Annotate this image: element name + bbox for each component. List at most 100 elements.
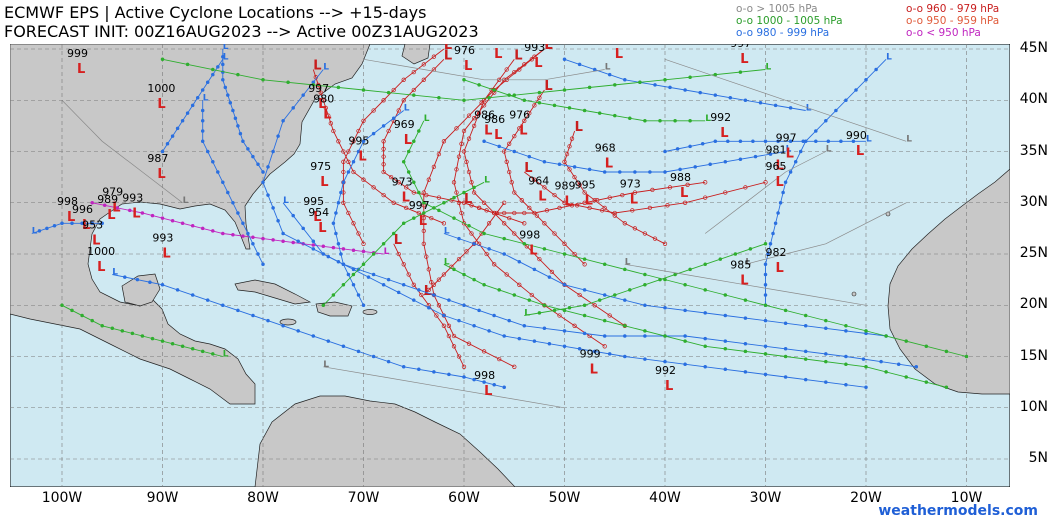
- latitude-label: 45N: [1019, 40, 1048, 56]
- low-center-marker: L: [484, 175, 490, 185]
- pressure-label: 954: [308, 206, 329, 219]
- track-point: [175, 126, 180, 131]
- track-point: [582, 288, 587, 292]
- track-point: [668, 85, 672, 90]
- track-point: [180, 344, 185, 349]
- track-point: [658, 119, 662, 123]
- low-center-marker: L: [444, 48, 452, 63]
- track-point: [200, 88, 205, 92]
- track-point: [703, 262, 707, 267]
- track-point: [763, 303, 768, 308]
- track-point: [175, 288, 180, 292]
- longitude-label: 80W: [247, 490, 279, 506]
- track-point: [221, 231, 225, 236]
- track-point: [459, 210, 464, 216]
- track-point: [436, 303, 442, 308]
- track-point: [552, 192, 557, 198]
- track-point: [522, 242, 527, 246]
- track-point: [703, 344, 707, 349]
- track-point: [487, 247, 491, 251]
- track-point: [851, 139, 856, 144]
- track-point: [582, 303, 587, 308]
- cyclone-track: [524, 171, 766, 214]
- track-point: [650, 187, 655, 193]
- low-center-marker: L: [384, 247, 390, 257]
- track-point: [763, 262, 768, 267]
- track-point: [396, 290, 401, 295]
- track-point: [271, 149, 275, 154]
- track-point: [492, 313, 496, 318]
- track-point: [587, 167, 592, 172]
- track-point: [422, 211, 426, 215]
- track-point: [236, 211, 240, 215]
- track-point: [422, 201, 426, 205]
- longitude-label: 40W: [649, 490, 681, 506]
- track-point: [592, 349, 597, 354]
- track-point: [238, 131, 243, 136]
- low-center-marker: L: [223, 44, 229, 52]
- track-point: [417, 288, 421, 292]
- low-center-marker: L: [605, 157, 613, 172]
- track-point: [190, 224, 195, 228]
- track-point: [602, 344, 607, 349]
- track-point: [472, 185, 476, 190]
- track-point: [726, 139, 730, 144]
- track-point: [552, 308, 557, 313]
- track-point: [497, 144, 501, 149]
- pressure-label: 999: [67, 47, 88, 60]
- track-point: [733, 252, 738, 256]
- low-center-marker: L: [494, 47, 502, 62]
- track-point: [381, 169, 386, 175]
- track-point: [537, 90, 542, 95]
- track-point: [361, 139, 366, 144]
- track-point: [544, 208, 550, 213]
- track-point: [607, 352, 612, 356]
- low-center-marker: L: [320, 175, 328, 190]
- track-point: [788, 106, 793, 110]
- low-center-marker: L: [484, 124, 492, 139]
- track-point: [663, 78, 667, 82]
- low-center-marker: L: [203, 93, 209, 103]
- latitude-label: 5N: [1028, 450, 1048, 466]
- track-point: [512, 190, 517, 195]
- track-point: [643, 303, 647, 308]
- track-point: [723, 313, 728, 318]
- track-point: [481, 349, 487, 354]
- track-point: [587, 205, 592, 211]
- low-center-marker: L: [97, 260, 105, 275]
- track-point: [211, 72, 215, 77]
- track-point: [291, 106, 295, 110]
- track-point: [826, 139, 831, 144]
- latitude-label: 40N: [1019, 91, 1048, 108]
- track-point: [517, 67, 522, 72]
- low-center-marker: L: [544, 79, 552, 94]
- track-point: [236, 308, 240, 313]
- cyclone-track: [363, 58, 605, 81]
- track-point: [120, 329, 125, 333]
- track-point: [216, 170, 220, 174]
- track-point: [471, 116, 477, 121]
- track-point: [964, 354, 969, 359]
- track-point: [623, 78, 627, 82]
- pressure-label: 997: [605, 44, 626, 45]
- track-point: [633, 170, 637, 174]
- track-point: [436, 151, 442, 157]
- track-point: [190, 293, 195, 297]
- track-point: [497, 356, 502, 362]
- track-point: [728, 95, 733, 100]
- track-point: [461, 128, 467, 134]
- track-point: [371, 131, 376, 136]
- track-point: [663, 334, 667, 338]
- low-center-marker: L: [223, 350, 229, 360]
- track-point: [341, 283, 346, 287]
- low-center-marker: L: [565, 194, 573, 209]
- track-point: [469, 203, 474, 208]
- track-point: [582, 331, 587, 336]
- pressure-label: 986: [474, 109, 495, 122]
- track-point: [502, 210, 507, 216]
- track-point: [447, 298, 451, 302]
- track-point: [37, 229, 42, 233]
- track-point: [683, 334, 687, 338]
- track-point: [663, 359, 667, 364]
- track-point: [688, 267, 692, 272]
